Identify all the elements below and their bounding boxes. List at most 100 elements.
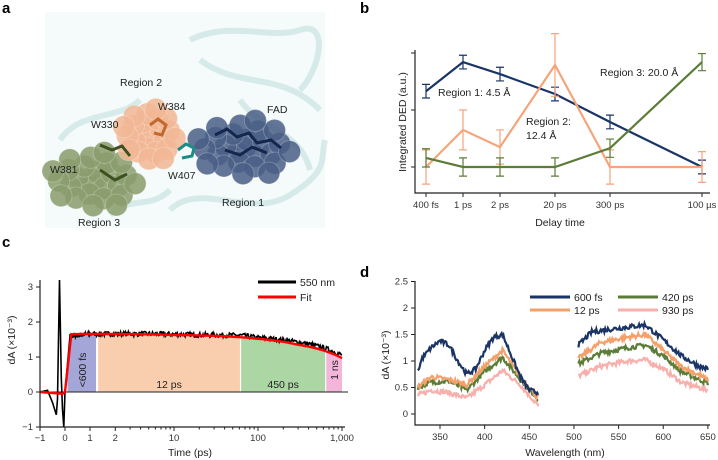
y-tick-label: 1 <box>28 352 33 363</box>
annotation-region-2-distance: 12.4 Å <box>526 129 556 142</box>
legend-label: 930 ps <box>662 305 694 317</box>
surface-sphere <box>104 193 128 217</box>
series-line <box>416 355 539 402</box>
region-3-surface <box>41 140 147 218</box>
y-tick-label: 1.5 <box>395 330 408 341</box>
surface-sphere <box>41 159 65 183</box>
x-tick-label: −1 <box>35 433 46 444</box>
region-2 <box>98 333 240 392</box>
surface-sphere <box>123 172 147 196</box>
surface-sphere <box>278 140 302 164</box>
fad-sticks <box>214 127 282 157</box>
surface-sphere <box>231 162 255 186</box>
chart-b: 400 fs 1 ps 2 ps 20 ps 300 ps 100 µs Delay tim… <box>397 33 717 229</box>
series-fit <box>39 332 343 396</box>
surface-sphere <box>257 161 281 185</box>
series-3 <box>422 52 706 177</box>
x-tick-label: 400 fs <box>413 200 439 211</box>
region-label: 12 ps <box>156 379 182 391</box>
x-tick-label: 20 ps <box>543 200 566 211</box>
label-w330: W330 <box>91 119 119 131</box>
region-1 <box>67 333 97 392</box>
panel-label-d: d <box>360 264 369 281</box>
surface-sphere <box>117 138 141 162</box>
y-tick-label: 2 <box>28 317 33 328</box>
y-tick-label: 3 <box>28 282 33 293</box>
series-line <box>425 61 703 169</box>
y-axis-label: dA (×10⁻³) <box>380 330 392 379</box>
legend-label-550nm: 550 nm <box>300 277 335 289</box>
x-tick-label: 550 <box>611 432 627 443</box>
y-tick-label: 2.5 <box>395 277 408 288</box>
chart-c: <600 fs 12 ps 450 ps 1 ns −1 0 1 2 3 −1 0 1 2 10 100 1,… <box>6 277 354 459</box>
surface-sphere <box>58 148 82 172</box>
x-tick-label: 2 ps <box>491 200 509 211</box>
legend-label: 600 fs <box>574 292 603 304</box>
axes <box>414 50 710 194</box>
x-tick-label: 100 µs <box>688 200 717 211</box>
protein-structure-image: Region 2 W384 FAD W330 W381 W407 Region … <box>41 12 328 229</box>
series-930ps <box>416 356 709 407</box>
x-tick-label: 300 ps <box>596 200 625 211</box>
w384-sticks <box>149 117 168 137</box>
legend-label-fit: Fit <box>300 292 312 304</box>
x-axis-label: Time (ps) <box>168 447 212 459</box>
surface-sphere <box>195 152 219 176</box>
x-axis-label: Delay time <box>535 217 585 229</box>
surface-sphere <box>186 127 210 151</box>
series-line <box>416 367 540 407</box>
annotation-region-1: Region 1: 4.5 Å <box>438 86 510 99</box>
y-tick-label: 0.5 <box>395 383 408 394</box>
region-1-surface <box>186 108 302 186</box>
chart-d: 0 0.5 1 1.5 2 2.5 350 400 450 500 550 600 650 Wavelen… <box>380 277 716 460</box>
y-tick-label: −1 <box>22 422 33 433</box>
x-tick-label: 1 <box>87 433 92 444</box>
label-region-3: Region 3 <box>78 217 120 229</box>
label-w384: W384 <box>158 101 186 113</box>
surface-sphere <box>81 194 105 218</box>
x-tick-label: 350 <box>432 432 448 443</box>
surface-sphere <box>205 116 229 140</box>
surface-sphere <box>112 115 136 139</box>
x-axis-label: Wavelength (nm) <box>525 447 605 459</box>
y-axis-label: dA (×10⁻³) <box>6 315 18 364</box>
y-tick-label: 2 <box>403 303 408 314</box>
annotation-region-3: Region 3: 20.0 Å <box>600 66 678 79</box>
x-tick-label: 400 <box>477 432 493 443</box>
x-tick-label: 2 <box>113 433 118 444</box>
annotation-region-2: Region 2: <box>526 116 571 128</box>
x-tick-label: 650 <box>700 432 716 443</box>
label-fad: FAD <box>267 104 288 116</box>
series-600fs <box>417 319 709 397</box>
y-axis-label: Integrated DED (a.u.) <box>397 72 409 172</box>
x-tick-label: 100 <box>250 433 266 444</box>
surface-sphere <box>92 140 116 164</box>
panel-label-a: a <box>2 0 11 17</box>
legend-label: 420 ps <box>662 292 694 304</box>
x-tick-label: 1,000 <box>330 433 354 444</box>
panel-label-c: c <box>2 234 10 251</box>
region-2-surface <box>112 97 187 171</box>
label-w407: W407 <box>168 170 196 182</box>
surface-sphere <box>243 108 267 132</box>
region-label: 450 ps <box>267 379 299 391</box>
w381-w330-sticks <box>99 143 132 182</box>
region-4 <box>326 351 342 392</box>
x-tick-label: 500 <box>566 432 582 443</box>
series-line <box>577 329 709 382</box>
panel-label-b: b <box>360 0 369 17</box>
region-label: <600 fs <box>77 353 89 388</box>
series-line <box>577 319 709 373</box>
x-tick-label: 10 <box>169 433 180 444</box>
series-line <box>577 342 709 387</box>
w407-sticks <box>177 142 196 160</box>
label-region-1: Region 1 <box>222 197 264 209</box>
y-tick-label: 0 <box>403 409 408 420</box>
label-region-2: Region 2 <box>120 77 162 89</box>
legend-label: 12 ps <box>574 305 600 317</box>
series-2 <box>422 33 706 185</box>
series-420ps <box>416 342 709 402</box>
series-line <box>425 60 703 168</box>
x-tick-label: 600 <box>655 432 671 443</box>
axes <box>414 281 710 426</box>
